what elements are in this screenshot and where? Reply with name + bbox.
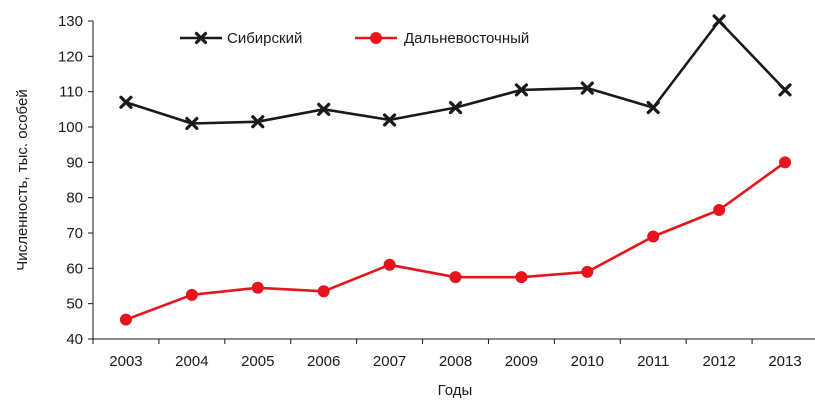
- series-siberian: [119, 14, 792, 131]
- legend: Сибирский Дальневосточный: [180, 30, 529, 47]
- y-tick-label: 120: [58, 48, 83, 65]
- x-tick-label: 2011: [637, 353, 669, 370]
- data-point: [779, 156, 792, 169]
- x-tick-label: 2012: [702, 353, 735, 370]
- series-line: [125, 161, 786, 321]
- data-point: [185, 288, 198, 301]
- legend-label: Дальневосточный: [404, 30, 529, 47]
- legend-item: Дальневосточный: [355, 30, 529, 47]
- y-tick-label: 130: [58, 13, 83, 30]
- y-tick-label: 100: [58, 119, 83, 136]
- x-tick-label: 2007: [373, 353, 406, 370]
- x-tick-label: 2010: [571, 353, 604, 370]
- data-point: [251, 115, 265, 129]
- y-tick-label: 50: [66, 296, 83, 313]
- legend-marker: [194, 31, 208, 45]
- x-tick-label: 2009: [505, 353, 538, 370]
- data-point: [580, 81, 594, 95]
- y-tick-label: 90: [66, 154, 83, 171]
- series-far-eastern: [119, 156, 792, 326]
- y-tick-label: 110: [59, 84, 83, 101]
- data-point: [449, 271, 462, 284]
- x-tick-label: 2005: [241, 353, 274, 370]
- legend-label: Сибирский: [227, 30, 302, 47]
- x-tick-label: 2006: [307, 353, 340, 370]
- axes: 40 50 60 70 80 90 100 110 120 130 2003 2004 2005 2006…: [58, 13, 815, 370]
- data-point: [185, 116, 199, 131]
- data-point: [713, 204, 726, 217]
- data-point: [251, 281, 264, 294]
- data-point: [119, 313, 132, 326]
- data-point: [514, 83, 529, 97]
- x-tick-label: 2008: [439, 353, 472, 370]
- x-tick-label: 2003: [109, 353, 142, 370]
- legend-marker: [370, 32, 382, 44]
- data-point: [382, 113, 397, 127]
- x-axis-title: Годы: [438, 382, 473, 399]
- data-point: [448, 100, 463, 115]
- data-point: [647, 230, 660, 243]
- series-layer: [119, 14, 792, 326]
- data-point: [317, 102, 331, 116]
- y-tick-label: 40: [66, 331, 83, 348]
- data-point: [317, 285, 330, 298]
- data-point: [119, 95, 133, 109]
- data-point: [581, 265, 594, 278]
- data-point: [646, 100, 660, 115]
- x-tick-label: 2004: [175, 353, 208, 370]
- data-point: [778, 83, 792, 97]
- data-point: [712, 14, 726, 28]
- y-tick-label: 80: [66, 190, 83, 207]
- y-tick-label: 60: [66, 260, 83, 277]
- data-point: [515, 271, 528, 284]
- x-tick-label: 2013: [768, 353, 801, 370]
- y-tick-label: 70: [66, 225, 83, 242]
- legend-item: Сибирский: [180, 30, 302, 47]
- data-point: [383, 258, 396, 271]
- y-axis-title: Численность, тыс. особей: [14, 89, 31, 270]
